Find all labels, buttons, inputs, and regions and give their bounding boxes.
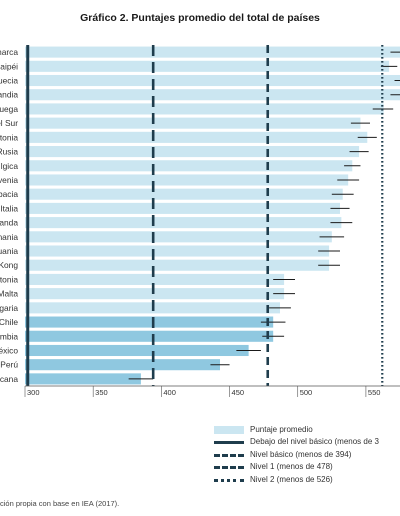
legend-swatch — [214, 426, 244, 434]
legend-label: Nivel básico (menos de 394) — [250, 449, 352, 459]
x-tick-label: 350 — [95, 388, 108, 397]
bar — [25, 202, 340, 214]
category-label: venia — [0, 175, 18, 185]
category-label: Rusia — [0, 147, 18, 157]
category-label: Kong — [0, 260, 18, 270]
category-label: Chile — [0, 317, 18, 327]
category-label: marca — [0, 47, 18, 57]
legend-swatch — [214, 478, 244, 482]
category-label: Italia — [0, 203, 18, 213]
legend-entry: Nivel 2 (menos de 526) — [214, 475, 400, 487]
legend-entry: Debajo del nivel básico (menos de 3 — [214, 437, 400, 449]
category-label: lgica — [1, 161, 19, 171]
bars-layer — [25, 46, 400, 385]
category-label: uega — [0, 104, 18, 114]
bar — [25, 174, 349, 186]
bar — [25, 74, 400, 87]
x-tick-label: 300 — [27, 388, 40, 397]
bar — [25, 131, 368, 143]
bar — [25, 288, 285, 300]
bar — [25, 231, 332, 243]
category-label: tonia — [0, 274, 18, 284]
bar — [25, 373, 141, 385]
bar — [25, 217, 342, 229]
category-label: Perú — [0, 360, 18, 370]
bar — [25, 259, 330, 271]
category-label: aipéi — [0, 61, 18, 71]
category-label: éxico — [0, 345, 18, 355]
category-label: cana — [0, 374, 18, 384]
bar — [25, 316, 274, 328]
legend-swatch — [214, 466, 244, 470]
bar — [25, 273, 285, 285]
legend: Puntaje promedio Debajo del nivel básico … — [214, 425, 400, 487]
x-axis: 300 350 400 450 500 550 — [24, 385, 400, 397]
category-label: uania — [0, 246, 18, 256]
category-label: tonia — [0, 132, 18, 142]
bar — [25, 344, 249, 357]
legend-entry: Puntaje promedio — [214, 425, 400, 437]
legend-label: Nivel 1 (menos de 478) — [250, 462, 333, 472]
x-tick-label: 450 — [232, 388, 245, 397]
bar — [25, 330, 274, 342]
bar — [25, 188, 343, 200]
category-label: bacia — [0, 189, 18, 199]
x-tick-label: 400 — [163, 388, 176, 397]
x-tick-label: 500 — [300, 388, 313, 397]
bar — [25, 359, 220, 371]
category-label: garia — [0, 303, 18, 313]
bar — [25, 160, 353, 172]
bar — [25, 245, 330, 257]
source-note: ción propia con base en IEA (2017). — [0, 499, 120, 508]
bar — [25, 117, 361, 129]
bar — [25, 103, 384, 115]
legend-entry: Nivel 1 (menos de 478) — [214, 462, 400, 474]
category-label: Malta — [0, 289, 18, 299]
category-label: uecia — [0, 76, 18, 86]
category-label: mania — [0, 232, 18, 242]
legend-entry: Nivel básico (menos de 394) — [214, 450, 400, 462]
bar — [25, 89, 400, 101]
bar — [25, 46, 400, 58]
legend-swatch — [214, 441, 244, 445]
reference-lines-layer — [26, 45, 384, 386]
error-bars-layer — [128, 51, 400, 380]
legend-label: Puntaje promedio — [250, 425, 313, 434]
legend-label: Nivel 2 (menos de 526) — [250, 474, 333, 484]
bar — [25, 146, 360, 158]
category-label: landia — [0, 90, 18, 100]
category-label: anda — [0, 218, 18, 228]
chart-title: Gráfico 2. Puntajes promedio del total d… — [80, 12, 320, 24]
legend-swatch — [214, 453, 244, 457]
category-label: el Sur — [0, 118, 18, 128]
bar — [25, 60, 390, 72]
x-tick-label: 550 — [368, 388, 381, 397]
category-label: mbia — [0, 331, 18, 341]
category-labels-layer: marca aipéi uecia landia uega el Sur tonia Rusi… — [0, 47, 18, 384]
legend-label: Debajo del nivel básico (menos de 3 — [250, 437, 379, 447]
